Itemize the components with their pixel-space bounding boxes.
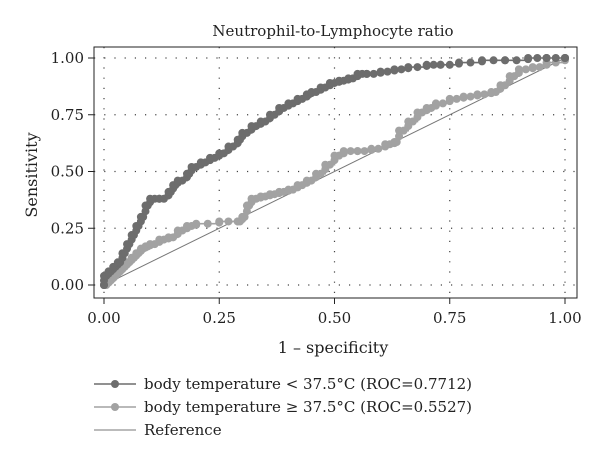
legend-swatch-low-temp <box>94 379 136 388</box>
series-1-point <box>192 219 201 228</box>
legend-item-reference: Reference <box>94 418 472 441</box>
series-0-point <box>383 67 392 76</box>
series-1-point <box>535 63 544 72</box>
series-0-point <box>422 60 431 69</box>
series-1-point <box>346 147 355 156</box>
series-1-point <box>360 147 369 156</box>
series-0-point <box>362 69 371 78</box>
series-1-point <box>367 144 376 153</box>
series-0-point <box>429 60 438 69</box>
chart-title: Neutrophil-to-Lymphocyte ratio <box>212 22 453 40</box>
series-1-point <box>521 65 530 74</box>
series-0-point <box>466 58 475 67</box>
legend: body temperature < 37.5°C (ROC=0.7712) b… <box>94 372 472 441</box>
legend-label-reference: Reference <box>144 420 222 439</box>
x-axis-label: 1 – specificity <box>278 338 389 357</box>
series-0-point <box>501 56 510 65</box>
grid <box>94 47 577 298</box>
series-0-point <box>478 56 487 65</box>
series-1-point <box>445 94 454 103</box>
series-1-point <box>473 90 482 99</box>
series-0-point <box>454 58 463 67</box>
series-1-point <box>480 90 489 99</box>
series-0-point <box>533 54 542 62</box>
series-1-point <box>215 217 224 226</box>
x-tick-label: 0.25 <box>203 309 236 327</box>
plot-frame <box>93 46 578 299</box>
legend-swatch-reference <box>94 429 136 430</box>
x-tick-label: 1.00 <box>548 309 581 327</box>
series-0-point <box>413 63 422 72</box>
series-0-point <box>436 60 445 69</box>
series-0-point <box>551 54 560 62</box>
series-1-point <box>514 65 523 74</box>
y-axis-label: Sensitivity <box>22 132 41 217</box>
chart-plot: Neutrophil-to-Lymphocyte ratio 0.00 0.25 0… <box>22 22 582 357</box>
legend-swatch-high-temp <box>94 402 136 411</box>
series-1-point <box>224 217 233 226</box>
x-tick-label: 0.50 <box>318 309 351 327</box>
y-tick-label: 0.00 <box>51 276 84 294</box>
series-1-point <box>528 63 537 72</box>
series-line-2 <box>103 57 566 286</box>
y-tick-label: 0.75 <box>51 106 84 124</box>
y-tick-label: 0.25 <box>51 219 84 237</box>
ticks: 0.00 0.25 0.50 0.75 1.00 0.00 0.25 0.50 0.75 1.00 <box>51 49 582 327</box>
series-1-point <box>353 147 362 156</box>
legend-item-low-temp: body temperature < 37.5°C (ROC=0.7712) <box>94 372 472 395</box>
series-layer <box>100 54 569 289</box>
series-1-point <box>438 99 447 108</box>
series-0-point <box>390 65 399 74</box>
series-0-point <box>524 54 533 62</box>
x-tick-label: 0.75 <box>433 309 466 327</box>
series-1-point <box>466 92 475 101</box>
legend-label-low-temp: body temperature < 37.5°C (ROC=0.7712) <box>144 374 473 393</box>
series-0-point <box>369 69 378 78</box>
series-1-point <box>452 94 461 103</box>
series-1-point <box>374 144 383 153</box>
x-tick-label: 0.00 <box>87 309 120 327</box>
series-0-point <box>542 54 551 62</box>
series-1-point <box>459 92 468 101</box>
series-1-point <box>203 219 212 228</box>
series-0-point <box>404 63 413 72</box>
series-0-point <box>445 60 454 69</box>
series-1-point <box>395 132 404 141</box>
series-0-point <box>561 54 569 62</box>
series-0-point <box>489 56 498 65</box>
series-0-point <box>397 65 406 74</box>
legend-label-high-temp: body temperature ≥ 37.5°C (ROC=0.5527) <box>144 397 473 416</box>
series-0-point <box>512 56 521 65</box>
legend-item-high-temp: body temperature ≥ 37.5°C (ROC=0.5527) <box>94 395 472 418</box>
series-1-point <box>431 99 440 108</box>
y-tick-label: 1.00 <box>51 49 84 67</box>
y-tick-label: 0.50 <box>51 163 84 181</box>
series-0-point <box>376 67 385 76</box>
series-1-point <box>339 147 348 156</box>
